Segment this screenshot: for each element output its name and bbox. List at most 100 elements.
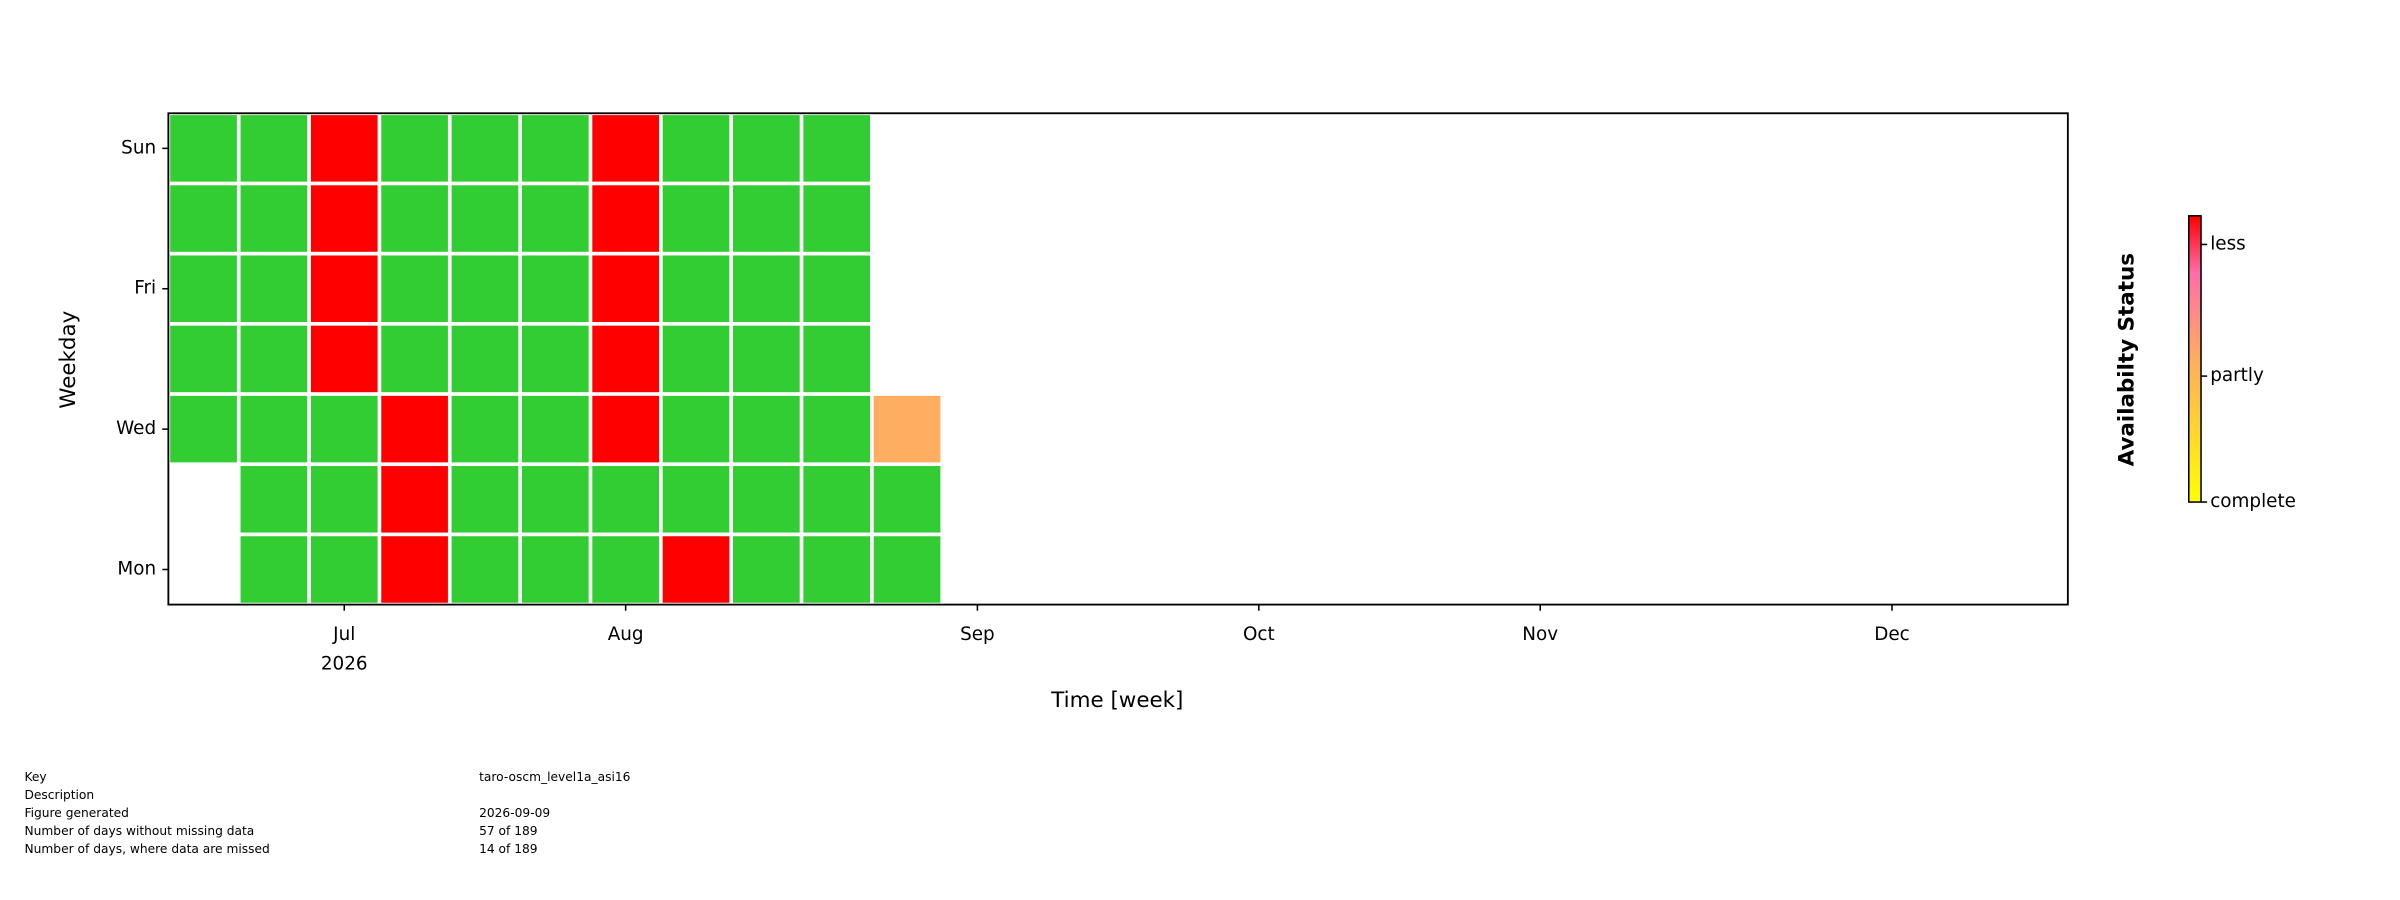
day-cell	[803, 536, 871, 603]
day-cell	[733, 466, 800, 533]
day-cell	[170, 255, 237, 322]
day-cell	[451, 115, 519, 182]
day-cell	[662, 536, 730, 603]
day-cell	[240, 325, 308, 393]
day-cell	[381, 395, 448, 463]
day-cell	[451, 255, 519, 322]
day-cell	[451, 536, 519, 603]
day-cell	[381, 466, 448, 533]
day-cell	[662, 115, 730, 182]
info-label: Key	[24, 770, 46, 784]
info-label: Figure generated	[24, 806, 128, 820]
colorbar-label: Availabilty Status	[2115, 253, 2140, 466]
day-cell	[873, 536, 941, 603]
day-cell	[733, 536, 800, 603]
day-cell	[521, 185, 589, 252]
day-cell	[662, 466, 730, 533]
day-cell	[873, 466, 941, 533]
y-tick-label: Sun	[121, 137, 156, 158]
colorbar	[2188, 215, 2202, 503]
day-cell	[451, 185, 519, 252]
day-cell	[733, 325, 800, 393]
day-cell	[521, 536, 589, 603]
day-cell	[381, 536, 448, 603]
day-cell	[803, 185, 871, 252]
day-cell	[733, 185, 800, 252]
day-cell	[521, 395, 589, 463]
x-tick-label: Dec	[1874, 624, 1910, 645]
info-value: 2026-09-09	[479, 806, 550, 820]
info-label: Number of days without missing data	[24, 824, 254, 838]
x-tick-label: Sep	[960, 624, 995, 645]
day-cell	[592, 395, 659, 463]
y-axis-label: Weekday	[56, 310, 81, 408]
info-value: taro-oscm_level1a_asi16	[479, 770, 631, 784]
day-cell	[803, 115, 871, 182]
day-cell	[873, 395, 941, 463]
day-cell	[521, 325, 589, 393]
day-cell	[381, 255, 448, 322]
day-cell	[592, 466, 659, 533]
x-tick-label: Aug	[608, 624, 644, 645]
colorbar-tick-label: complete	[2210, 491, 2296, 512]
y-tick-label: Fri	[134, 278, 156, 299]
day-cell	[170, 395, 237, 463]
day-cell	[381, 325, 448, 393]
day-cell	[592, 255, 659, 322]
day-cell	[733, 395, 800, 463]
day-cell	[521, 115, 589, 182]
day-cell	[521, 466, 589, 533]
day-cell	[240, 536, 308, 603]
x-tick-label: Oct	[1243, 624, 1275, 645]
day-cell	[662, 325, 730, 393]
day-cell	[521, 255, 589, 322]
x-tick-label: Nov	[1522, 624, 1558, 645]
day-cell	[803, 255, 871, 322]
day-cell	[662, 395, 730, 463]
day-cell	[803, 395, 871, 463]
day-cell	[662, 185, 730, 252]
day-cell	[170, 185, 237, 252]
day-cell	[310, 536, 378, 603]
day-cell	[381, 115, 448, 182]
day-cell	[451, 466, 519, 533]
x-tick-label: Jul	[332, 624, 355, 645]
day-cell	[240, 255, 308, 322]
day-cell	[451, 395, 519, 463]
plot-frame	[167, 112, 2069, 606]
day-cell	[733, 115, 800, 182]
info-label: Number of days, where data are missed	[24, 842, 269, 856]
day-cell	[662, 255, 730, 322]
day-cell	[592, 185, 659, 252]
day-cell	[310, 255, 378, 322]
day-cell	[592, 115, 659, 182]
day-cell	[170, 325, 237, 393]
day-cell	[170, 115, 237, 182]
y-tick-label: Mon	[117, 558, 156, 579]
day-cell	[310, 325, 378, 393]
day-cell	[240, 395, 308, 463]
day-cell	[592, 325, 659, 393]
day-cell	[240, 466, 308, 533]
day-cell	[381, 185, 448, 252]
day-cell	[310, 185, 378, 252]
y-tick-label: Wed	[116, 418, 156, 439]
day-cell	[310, 395, 378, 463]
info-value: 14 of 189	[479, 842, 538, 856]
colorbar-tick-label: partly	[2210, 365, 2264, 386]
day-cell	[451, 325, 519, 393]
day-cell	[803, 466, 871, 533]
colorbar-tick-label: less	[2210, 233, 2246, 254]
day-cell	[240, 115, 308, 182]
day-cell	[240, 185, 308, 252]
info-label: Description	[24, 788, 94, 802]
day-cell	[803, 325, 871, 393]
day-cell	[592, 536, 659, 603]
day-cell	[310, 115, 378, 182]
day-cell	[310, 466, 378, 533]
x-axis-label: Time [week]	[1050, 688, 1183, 713]
info-value: 57 of 189	[479, 824, 538, 838]
day-cell	[733, 255, 800, 322]
x-tick-year: 2026	[321, 653, 368, 674]
